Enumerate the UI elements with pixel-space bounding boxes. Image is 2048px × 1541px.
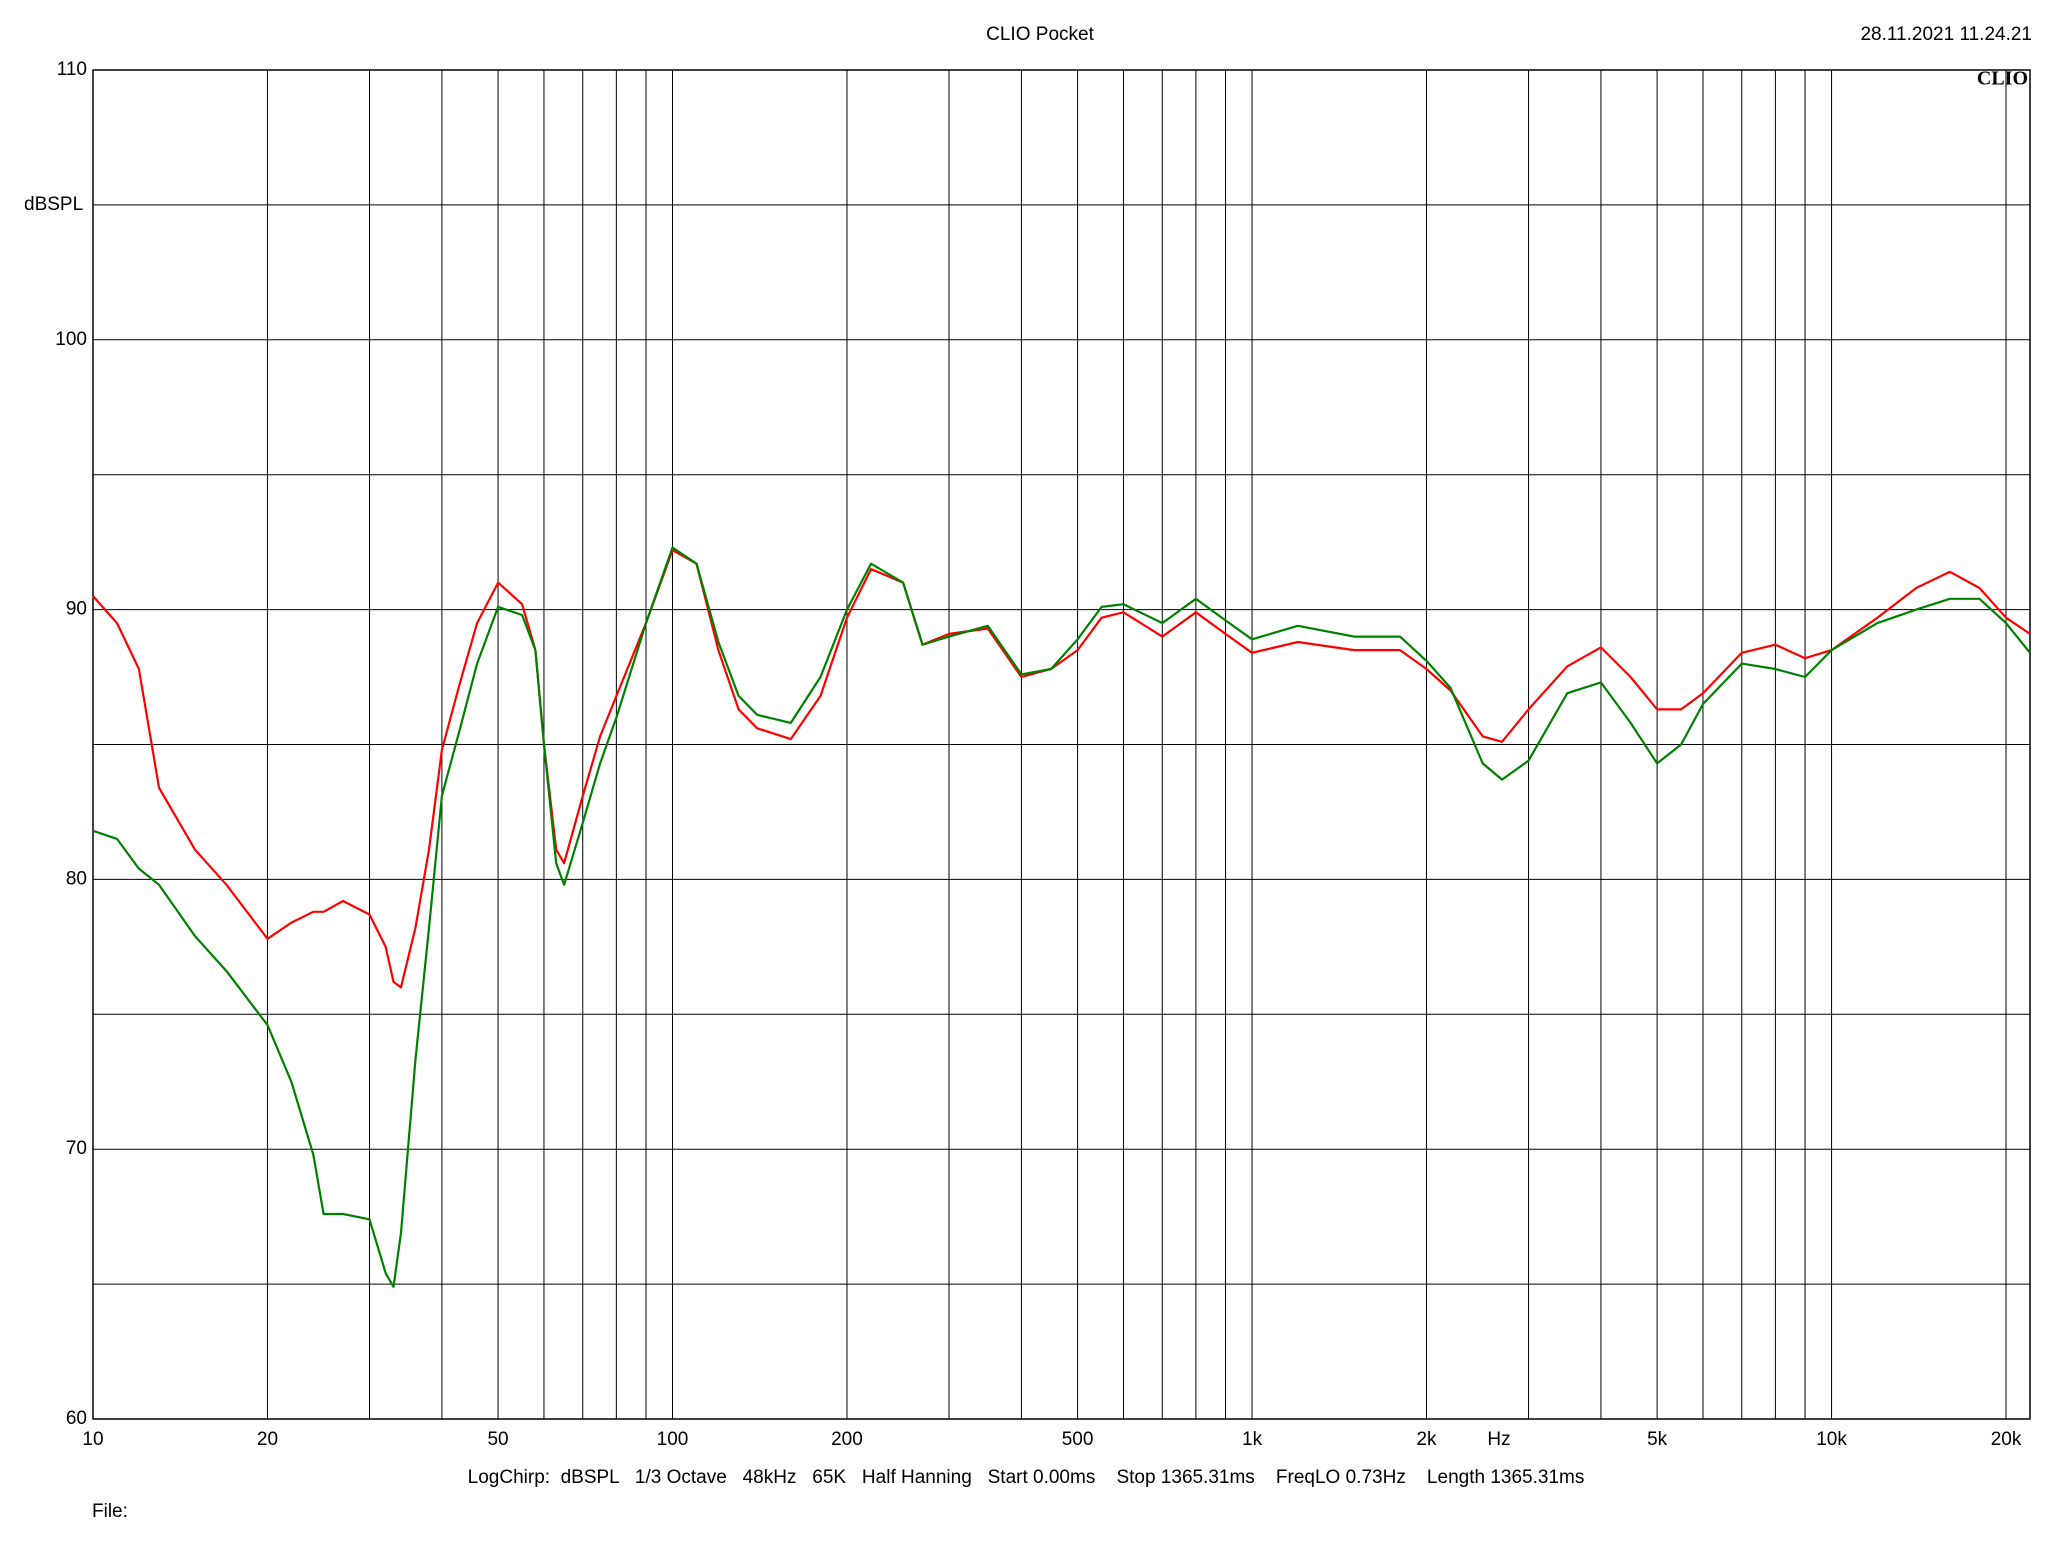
- series-line: [92, 546, 2031, 1288]
- x-tick-label: 10: [82, 1429, 103, 1450]
- x-tick-label: 5k: [1647, 1429, 1668, 1450]
- footer: LogChirp: dBSPL 1/3 Octave 48kHz 65K Hal…: [468, 1467, 1585, 1488]
- y-tick-label: 70: [66, 1138, 87, 1159]
- plot-frame: [92, 69, 2031, 1420]
- y-tick-label: 90: [66, 599, 87, 620]
- x-tick-label: 50: [487, 1429, 508, 1450]
- x-tick-label: 10k: [1816, 1429, 1847, 1450]
- x-tick-label: 200: [831, 1429, 863, 1450]
- series-line: [92, 549, 2031, 989]
- x-tick-label: 2k: [1416, 1429, 1437, 1450]
- y-tick-label: 80: [66, 868, 87, 889]
- y-tick-label: 60: [66, 1408, 87, 1429]
- x-tick-label: 500: [1062, 1429, 1094, 1450]
- y-axis-label: dBSPL: [24, 194, 83, 215]
- file-label: File:: [92, 1501, 128, 1522]
- x-axis-label: Hz: [1487, 1429, 1510, 1450]
- x-tick-label: 100: [657, 1429, 689, 1450]
- logo: CLIO: [1977, 68, 2028, 90]
- x-tick-label: 20k: [1991, 1429, 2022, 1450]
- chart-title: CLIO Pocket: [986, 24, 1094, 45]
- x-tick-label: 20: [257, 1429, 278, 1450]
- y-tick-label: 110: [57, 59, 87, 80]
- timestamp: 28.11.2021 11.24.21: [1860, 24, 2032, 45]
- x-tick-label: 1k: [1242, 1429, 1263, 1450]
- y-tick-label: 100: [55, 329, 87, 350]
